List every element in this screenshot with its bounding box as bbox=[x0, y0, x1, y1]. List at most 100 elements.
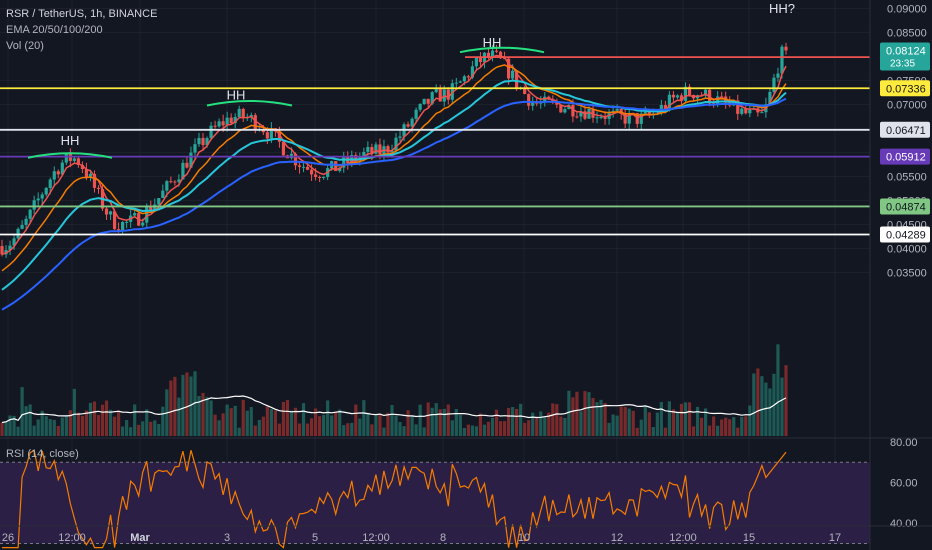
time-tick-label: 17 bbox=[829, 532, 841, 544]
volume-bar bbox=[748, 405, 752, 436]
price-axis[interactable]: 0.090000.085000.075000.070000.060000.055… bbox=[869, 0, 930, 550]
volume-bar bbox=[527, 420, 531, 436]
candle-body bbox=[64, 152, 68, 163]
volume-bar bbox=[446, 404, 450, 436]
volume-bar bbox=[346, 423, 350, 436]
candle-body bbox=[374, 144, 378, 154]
volume-bar bbox=[414, 424, 418, 436]
volume-bar bbox=[88, 402, 93, 436]
candle-body bbox=[125, 221, 129, 223]
volume-bar bbox=[764, 382, 768, 436]
candle-body bbox=[32, 200, 36, 210]
candle-body bbox=[615, 108, 619, 111]
volume-bar bbox=[48, 419, 52, 436]
candle-body bbox=[24, 218, 28, 225]
volume-bar bbox=[116, 410, 121, 436]
volume-bar bbox=[631, 410, 635, 436]
candle-body bbox=[121, 222, 125, 232]
hh-annotations: HH HH HH HH? bbox=[27, 1, 795, 159]
time-tick-label: 26 bbox=[2, 532, 14, 544]
volume-bar bbox=[289, 410, 294, 436]
volume-bar bbox=[205, 396, 209, 436]
time-tick-label: 12:00 bbox=[669, 532, 697, 544]
volume-bar bbox=[285, 400, 290, 436]
candle-body bbox=[502, 58, 507, 60]
volume-bar bbox=[0, 422, 4, 436]
candle-body bbox=[776, 73, 780, 78]
candle-body bbox=[543, 96, 547, 103]
volume-bar bbox=[92, 401, 97, 436]
volume-bar bbox=[60, 417, 64, 436]
candle-body bbox=[241, 108, 245, 118]
volume-bar bbox=[326, 400, 330, 436]
volume-bar bbox=[756, 368, 760, 436]
candle-body bbox=[229, 117, 233, 124]
volume-bar bbox=[16, 426, 20, 436]
candle-body bbox=[486, 52, 491, 57]
candle-body bbox=[217, 121, 221, 127]
volume-bar bbox=[56, 425, 60, 436]
candle-body bbox=[736, 100, 740, 114]
candle-body bbox=[740, 108, 744, 114]
volume-bar bbox=[366, 412, 370, 436]
horizontal-levels[interactable] bbox=[0, 56, 870, 236]
candle-body bbox=[84, 168, 89, 178]
volume-bar bbox=[679, 403, 684, 436]
volume-bar bbox=[494, 409, 499, 436]
volume-bar bbox=[752, 373, 756, 436]
volume-bar bbox=[708, 425, 712, 436]
volume-bar bbox=[193, 371, 197, 436]
candle-body bbox=[8, 245, 12, 251]
volume-bar bbox=[643, 406, 647, 436]
price-tick-label: 0.05500 bbox=[887, 171, 927, 183]
price-tick-label: 0.09000 bbox=[887, 3, 927, 15]
volume-bar bbox=[370, 424, 374, 436]
symbol-title[interactable]: RSR / TetherUS, 1h, BINANCE bbox=[6, 8, 158, 20]
volume-bar bbox=[189, 376, 193, 436]
candle-body bbox=[438, 88, 442, 102]
time-tick-label: 10 bbox=[518, 532, 530, 544]
candle-body bbox=[133, 213, 137, 216]
level-price-tag bbox=[880, 80, 930, 97]
candle-body bbox=[305, 166, 310, 170]
volume-bar bbox=[442, 408, 446, 436]
volume-bar bbox=[587, 392, 591, 436]
volume-bar bbox=[374, 414, 378, 436]
candle-body bbox=[772, 77, 776, 92]
volume-bar bbox=[322, 415, 326, 436]
volume-bar bbox=[40, 410, 44, 436]
candle-body bbox=[671, 94, 676, 98]
candle-body bbox=[675, 95, 680, 98]
level-price-label: 0.04874 bbox=[886, 201, 926, 213]
candle-body bbox=[527, 93, 531, 106]
volume-bar bbox=[229, 408, 233, 436]
volume-bar bbox=[257, 419, 261, 436]
level-price-label: 0.05912 bbox=[886, 152, 926, 164]
candle-body bbox=[301, 166, 306, 168]
volume-bar bbox=[80, 415, 85, 436]
volume-bar bbox=[330, 415, 334, 436]
candle-body bbox=[233, 116, 237, 124]
hh-label: HH bbox=[61, 133, 80, 148]
volume-bar bbox=[245, 410, 249, 436]
volume-bar bbox=[434, 403, 438, 436]
rsi-legend[interactable]: RSI (14, close) bbox=[6, 448, 79, 460]
volume-bar bbox=[318, 416, 322, 436]
candle-body bbox=[161, 190, 165, 199]
volume-bar bbox=[213, 414, 217, 436]
volume-bar bbox=[595, 402, 599, 436]
volume-bar bbox=[173, 376, 177, 436]
candle-body bbox=[575, 116, 579, 118]
candle-body bbox=[458, 81, 462, 83]
candle-body bbox=[165, 181, 169, 191]
volume-legend[interactable]: Vol (20) bbox=[6, 40, 44, 52]
time-axis[interactable]: 26 12:00 Mar 3 5 12:00 8 10 12 12:00 15 17 bbox=[0, 525, 932, 544]
volume-bar bbox=[281, 401, 286, 436]
candle-body bbox=[185, 162, 189, 168]
volume-bar bbox=[161, 406, 165, 436]
volume-bar bbox=[486, 421, 491, 436]
candle-body bbox=[414, 109, 418, 119]
volume-bar bbox=[478, 413, 483, 436]
ema-legend[interactable]: EMA 20/50/100/200 bbox=[6, 24, 103, 36]
